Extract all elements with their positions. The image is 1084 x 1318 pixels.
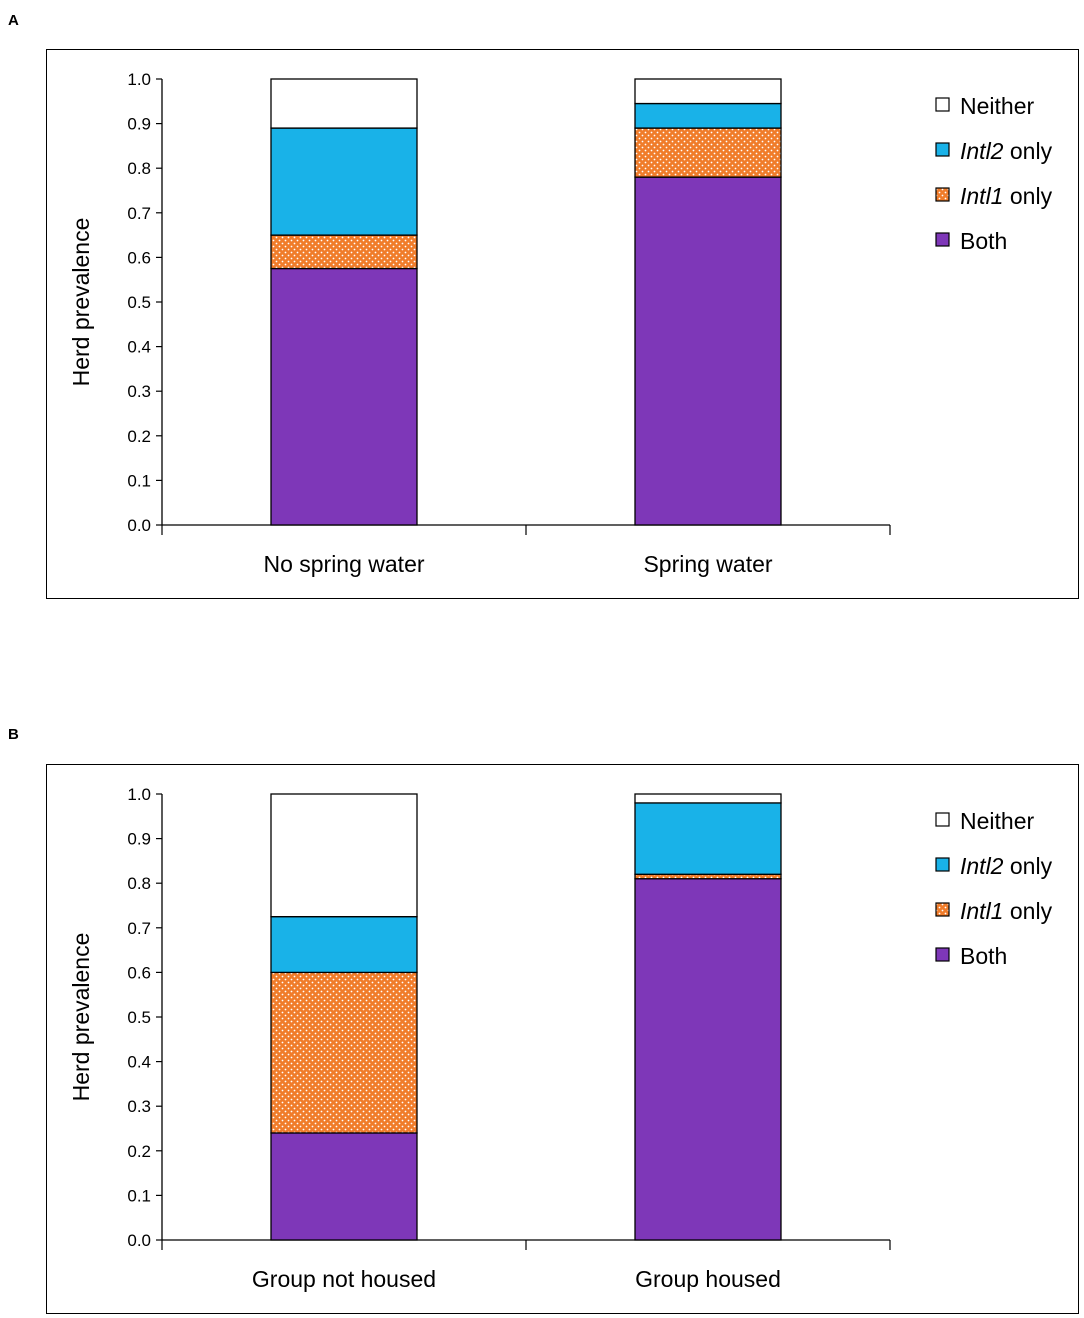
y-tick-label: 0.2	[127, 1142, 151, 1161]
y-tick-label: 1.0	[127, 785, 151, 804]
legend-swatch-intl2	[935, 142, 950, 157]
bar-segment-both	[270, 1132, 418, 1241]
y-tick-label: 0.1	[127, 1186, 151, 1205]
legend-label-text: only	[1003, 853, 1052, 879]
y-tick-label: 1.0	[127, 70, 151, 89]
chart-b: 0.0 0.1 0.2 0.3 0.4 0.5 0.6 0.7 0.8 0.9 1.0 Group n…	[46, 764, 1079, 1314]
y-tick-label: 0.1	[127, 471, 151, 490]
y-axis-title: Herd prevalence	[68, 218, 94, 387]
legend-label-both: Both	[960, 228, 1007, 254]
y-tick-label: 0.7	[127, 204, 151, 223]
chart-b-svg: 0.0 0.1 0.2 0.3 0.4 0.5 0.6 0.7 0.8 0.9 1.0 Group n…	[68, 785, 1053, 1292]
legend-label-intl1: Intl1 only	[960, 183, 1053, 209]
panel-label-a: A	[8, 12, 19, 29]
bar-segment-intl1	[270, 971, 418, 1134]
legend-label-text: Neither	[960, 93, 1034, 119]
x-category-label: Spring water	[643, 551, 772, 577]
y-tick-label: 0.8	[127, 159, 151, 178]
bar-segment-neither	[634, 793, 782, 804]
legend-label-neither: Neither	[960, 808, 1034, 834]
y-tick-label: 0.3	[127, 1097, 151, 1116]
legend-label-gene: Intl2	[960, 138, 1004, 164]
legend-label-text: only	[1003, 898, 1052, 924]
y-tick-label: 0.6	[127, 963, 151, 982]
legend-label-intl1: Intl1 only	[960, 898, 1053, 924]
chart-a-svg: 0.0 0.1 0.2 0.3 0.4 0.5 0.6 0.7 0.8 0.9 1.0 No spri…	[68, 70, 1053, 577]
y-tick-label: 0.3	[127, 382, 151, 401]
legend-label-text: Both	[960, 228, 1007, 254]
legend-swatch-both	[935, 232, 950, 247]
y-tick-label: 0.7	[127, 919, 151, 938]
y-tick-label: 0.9	[127, 830, 151, 849]
legend-label-intl2: Intl2 only	[960, 853, 1053, 879]
y-tick-label: 0.4	[127, 338, 151, 357]
legend-label-gene: Intl1	[960, 898, 1003, 924]
y-tick-label: 0.0	[127, 516, 151, 535]
bar-segment-neither	[270, 78, 418, 129]
bar-segment-intl1	[634, 127, 782, 178]
legend-label-both: Both	[960, 943, 1007, 969]
y-tick-label: 0.5	[127, 1008, 151, 1027]
y-tick-label: 0.4	[127, 1053, 151, 1072]
bar-segment-intl2	[634, 802, 782, 875]
bar-segment-intl2	[270, 127, 418, 236]
bar-segment-both	[634, 176, 782, 526]
legend-swatch-intl2	[935, 857, 950, 872]
legend-swatch-intl1	[935, 187, 950, 202]
legend-swatch-neither	[935, 97, 950, 112]
y-tick-label: 0.5	[127, 293, 151, 312]
bar-segment-intl2	[270, 915, 418, 974]
bar-segment-intl1	[270, 234, 418, 270]
bar-segment-both	[634, 878, 782, 1241]
legend-label-text: Both	[960, 943, 1007, 969]
chart-a: 0.0 0.1 0.2 0.3 0.4 0.5 0.6 0.7 0.8 0.9 1.0 No spri…	[46, 49, 1079, 599]
legend-label-intl2: Intl2 only	[960, 138, 1053, 164]
y-tick-label: 0.0	[127, 1231, 151, 1250]
x-category-label: No spring water	[263, 551, 424, 577]
panel-label-b: B	[8, 726, 19, 743]
y-tick-label: 0.8	[127, 874, 151, 893]
legend-label-gene: Intl2	[960, 853, 1004, 879]
legend-label-gene: Intl1	[960, 183, 1003, 209]
bar-segment-neither	[634, 78, 782, 105]
bar-segment-intl2	[634, 102, 782, 129]
x-category-label: Group housed	[635, 1266, 781, 1292]
bar-segment-neither	[270, 793, 418, 918]
legend-label-text: only	[1003, 138, 1052, 164]
bar-segment-both	[270, 267, 418, 526]
y-tick-label: 0.9	[127, 115, 151, 134]
y-tick-label: 0.6	[127, 248, 151, 267]
bar-segment-intl1	[634, 873, 782, 880]
legend-swatch-intl1	[935, 902, 950, 917]
legend-label-neither: Neither	[960, 93, 1034, 119]
legend-label-text: Neither	[960, 808, 1034, 834]
legend-label-text: only	[1003, 183, 1052, 209]
legend-swatch-both	[935, 947, 950, 962]
x-category-label: Group not housed	[252, 1266, 436, 1292]
y-axis-title: Herd prevalence	[68, 933, 94, 1102]
legend-swatch-neither	[935, 812, 950, 827]
y-tick-label: 0.2	[127, 427, 151, 446]
